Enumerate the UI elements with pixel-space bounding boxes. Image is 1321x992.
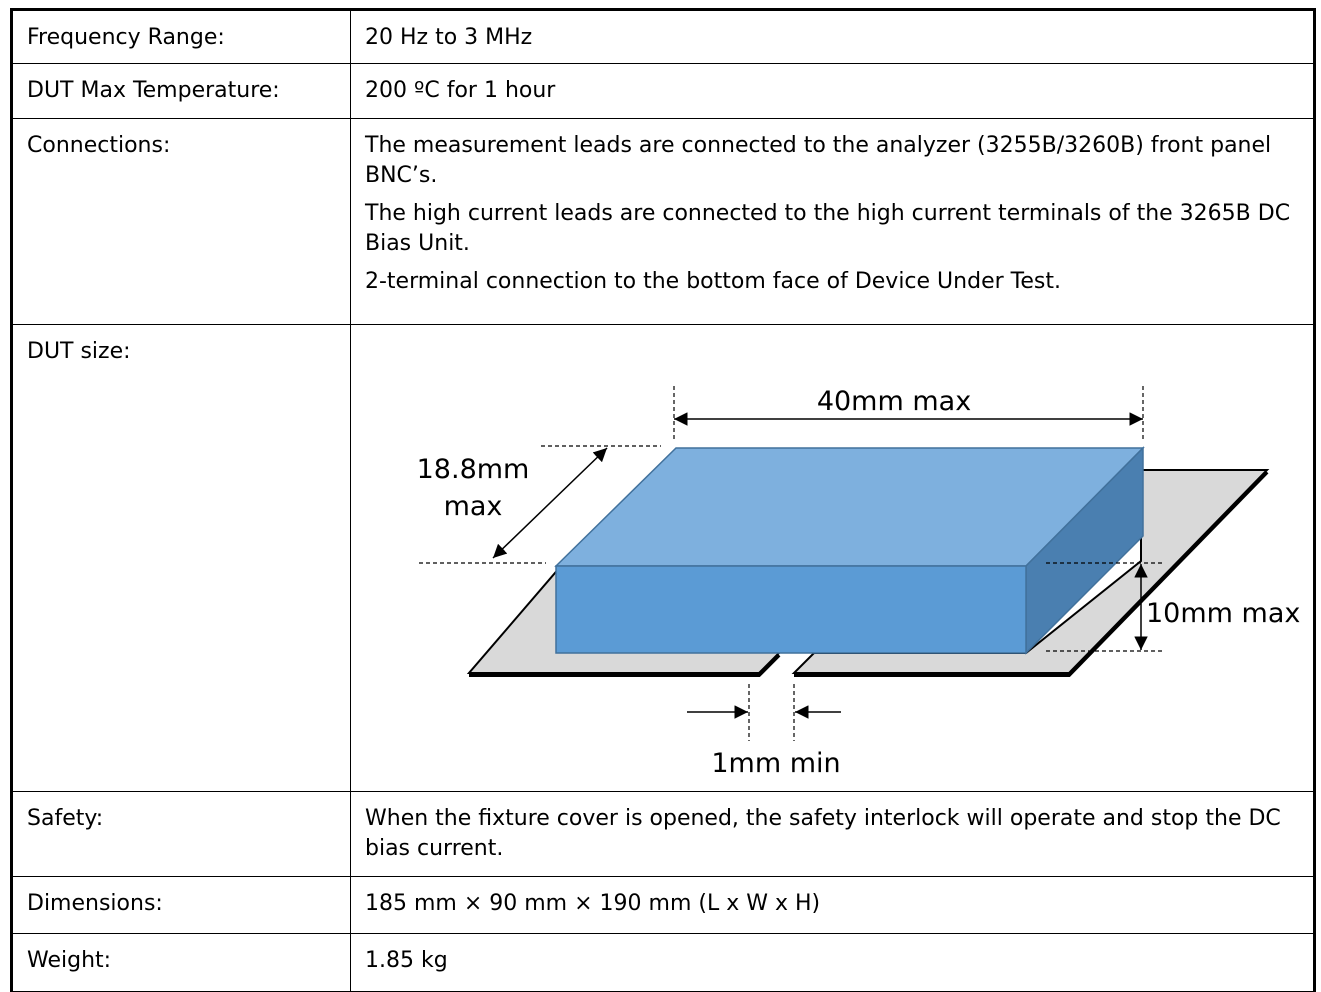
paragraph: The measurement leads are connected to t… <box>365 131 1301 191</box>
depth-label: 18.8mm <box>417 454 530 485</box>
depth-label: max <box>444 491 503 522</box>
value-cell: 20 Hz to 3 MHz <box>351 10 1315 64</box>
label-cell: Dimensions: <box>12 877 351 934</box>
spec-table: Frequency Range: 20 Hz to 3 MHz DUT Max … <box>10 8 1316 992</box>
paragraph: The high current leads are connected to … <box>365 199 1301 259</box>
row: Dimensions: 185 mm × 90 mm × 190 mm (L x… <box>12 877 1315 934</box>
dut-diagram: 40mm max 18.8mm max 10mm max 1mm min <box>351 325 1316 790</box>
label-cell: Frequency Range: <box>12 10 351 64</box>
paragraph: 2-terminal connection to the bottom face… <box>365 267 1301 297</box>
dut-box <box>556 448 1143 653</box>
label-cell: Connections: <box>12 119 351 325</box>
value-cell: 185 mm × 90 mm × 190 mm (L x W x H) <box>351 877 1315 934</box>
label-cell: Weight: <box>12 934 351 992</box>
width-label: 40mm max <box>817 386 971 417</box>
row: Weight: 1.85 kg <box>12 934 1315 992</box>
value-cell: When the fixture cover is opened, the sa… <box>351 792 1315 877</box>
height-label: 10mm max <box>1146 598 1300 629</box>
gap-label: 1mm min <box>711 748 840 779</box>
row: Safety: When the fixture cover is opened… <box>12 792 1315 877</box>
row: Frequency Range: 20 Hz to 3 MHz <box>12 10 1315 64</box>
label-cell: DUT Max Temperature: <box>12 64 351 119</box>
label-cell: Safety: <box>12 792 351 877</box>
page: Frequency Range: 20 Hz to 3 MHz DUT Max … <box>0 0 1321 990</box>
label-cell: DUT size: <box>12 325 351 792</box>
value-cell: The measurement leads are connected to t… <box>351 119 1315 325</box>
value-cell: 200 ºC for 1 hour <box>351 64 1315 119</box>
row: DUT size: <box>12 325 1315 792</box>
row: DUT Max Temperature: 200 ºC for 1 hour <box>12 64 1315 119</box>
diagram-cell: 40mm max 18.8mm max 10mm max 1mm min <box>351 325 1315 792</box>
value-cell: 1.85 kg <box>351 934 1315 992</box>
row: Connections: The measurement leads are c… <box>12 119 1315 325</box>
